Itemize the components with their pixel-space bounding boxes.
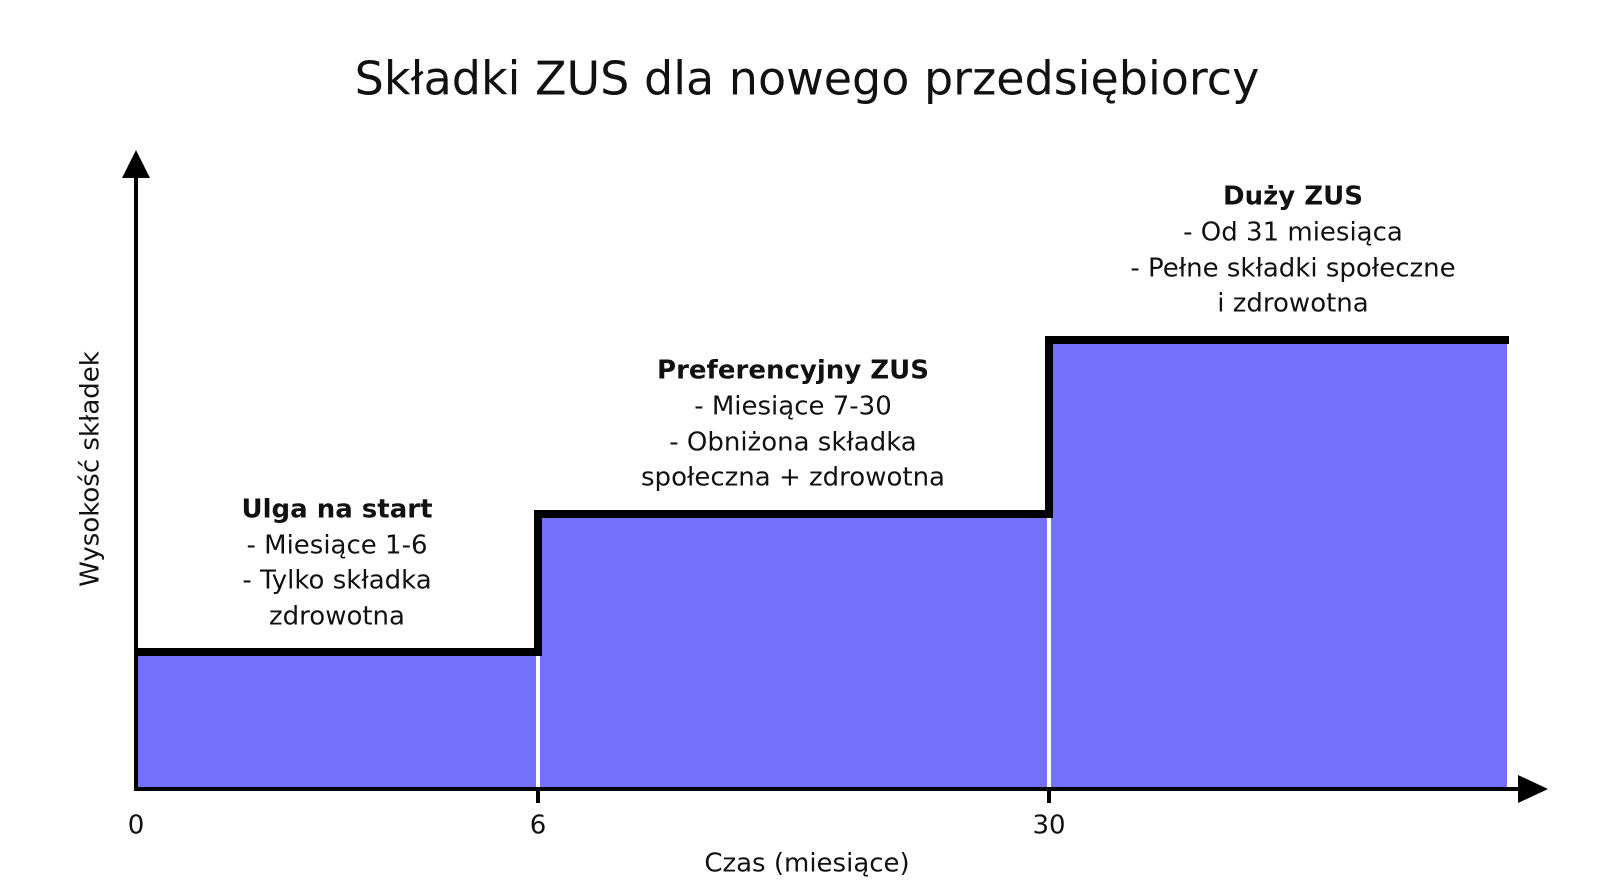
segment-title: Preferencyjny ZUS: [657, 356, 929, 386]
segment-line: - Miesiące 1-6: [246, 531, 427, 561]
segment-line: - Miesiące 7-30: [694, 392, 892, 422]
step-line: [136, 336, 1509, 656]
segment-line: zdrowotna: [269, 602, 405, 632]
segment-line: i zdrowotna: [1217, 289, 1368, 319]
step-area: [1051, 340, 1507, 789]
title: Składki ZUS dla nowego przedsiębiorcy: [355, 52, 1260, 106]
segment-line: - Pełne składki społeczne: [1130, 254, 1455, 284]
x-tick-label: 6: [530, 811, 547, 841]
y-axis-label: Wysokość składek: [76, 351, 106, 587]
segment-line: społeczna + zdrowotna: [641, 463, 945, 493]
segment-line: - Obniżona składka: [669, 428, 917, 458]
x-tick-label: 0: [128, 811, 145, 841]
segment-line: - Tylko składka: [242, 566, 431, 596]
y-axis-arrow: [122, 150, 150, 178]
x-axis-label: Czas (miesiące): [704, 849, 909, 879]
segment-line: - Od 31 miesiąca: [1183, 218, 1403, 248]
x-tick-label: 30: [1032, 811, 1065, 841]
segment-title: Ulga na start: [241, 495, 432, 525]
step-area: [136, 652, 536, 789]
step-area: [540, 514, 1047, 789]
segment-title: Duży ZUS: [1223, 182, 1363, 212]
x-axis-arrow: [1518, 775, 1548, 803]
